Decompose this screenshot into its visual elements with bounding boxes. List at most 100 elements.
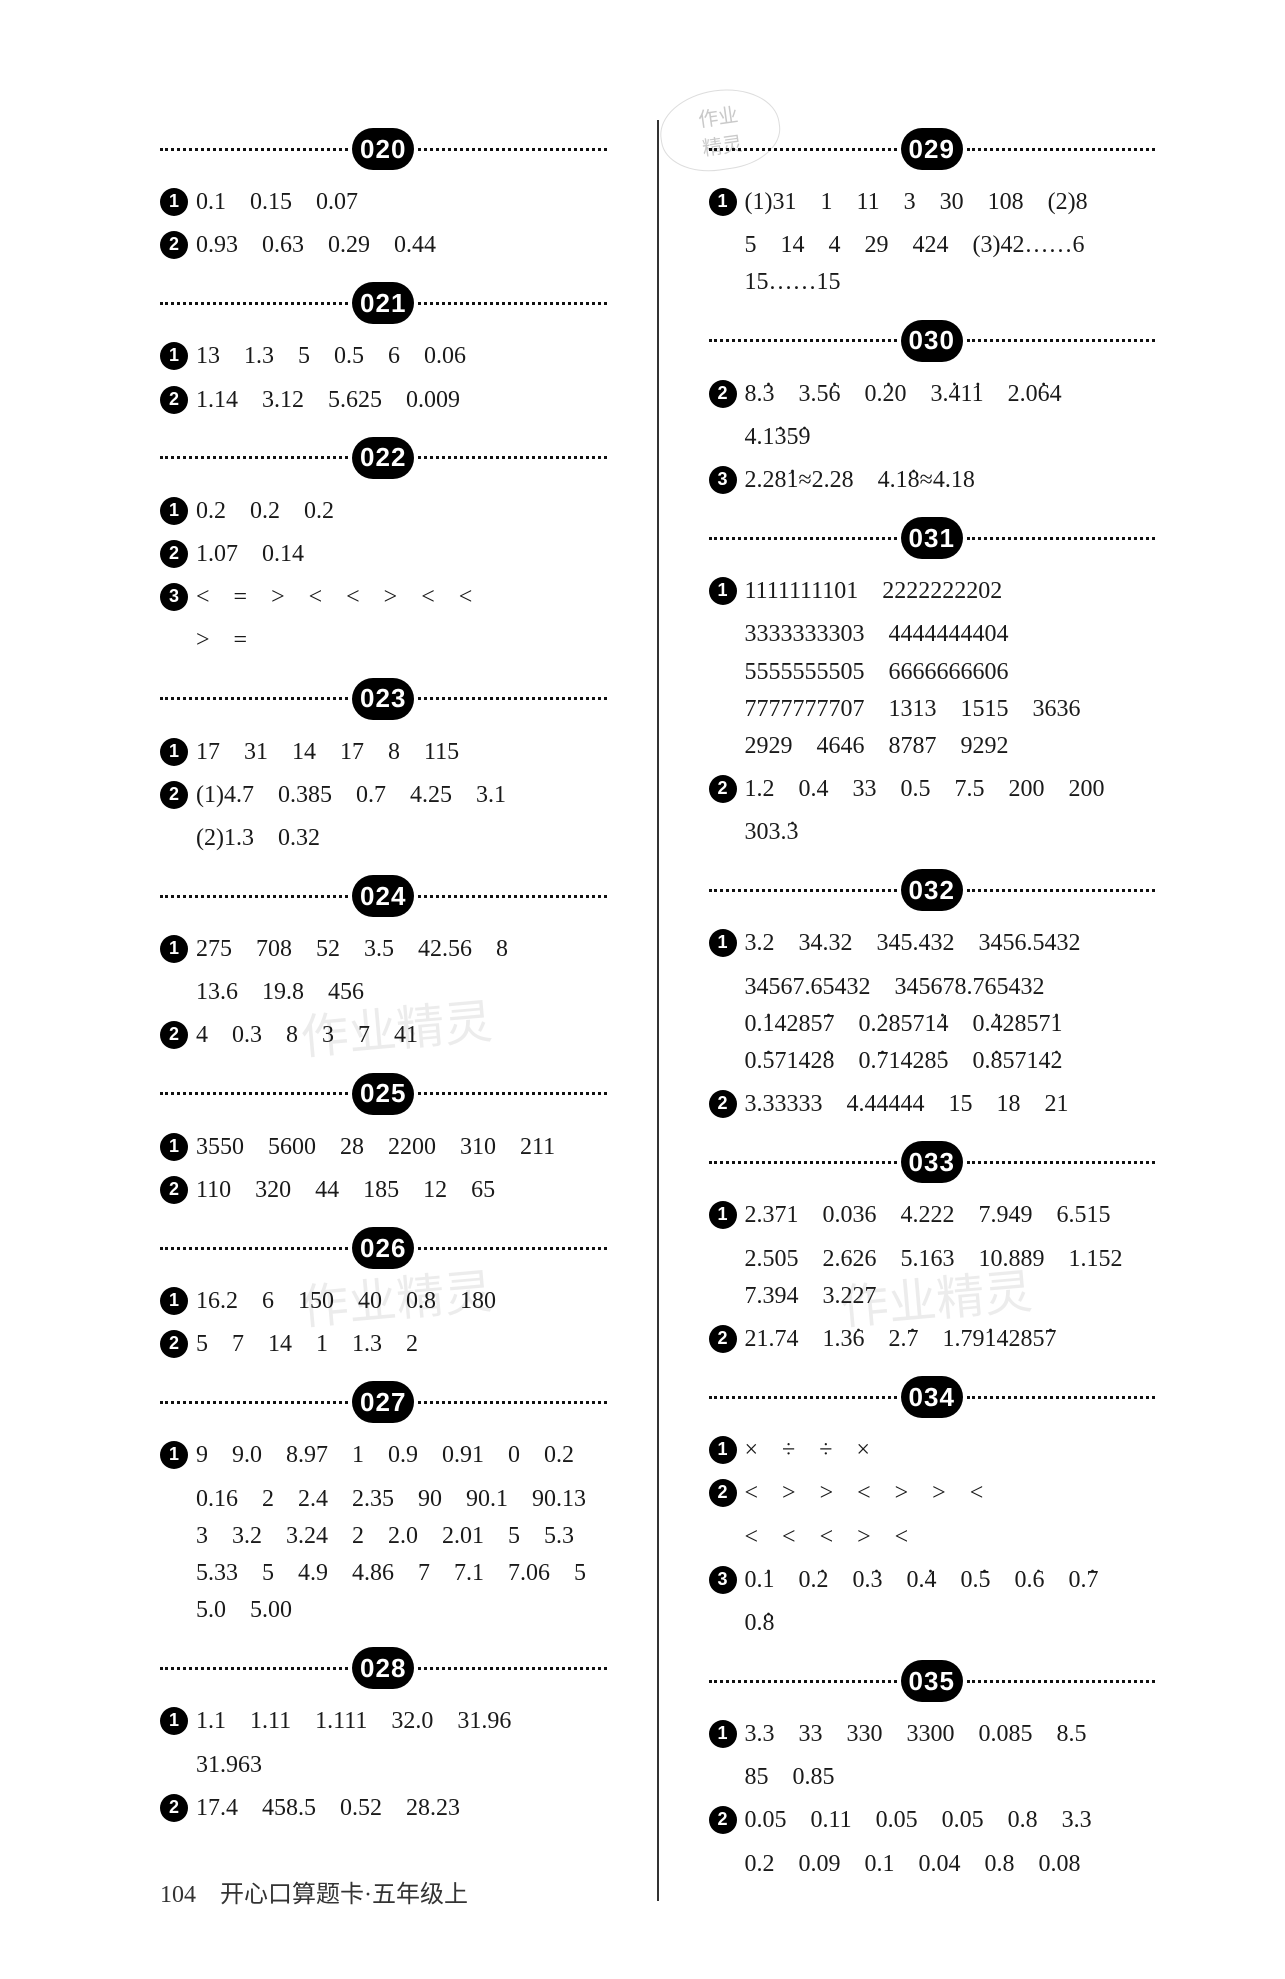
item-number-icon: 2 — [709, 1479, 737, 1507]
item-number-icon: 1 — [160, 935, 188, 963]
item-number-icon: 2 — [160, 231, 188, 259]
answer-text: 1111111101 2222222202 — [745, 573, 1156, 610]
answer-text: 5.0 5.00 — [160, 1592, 607, 1629]
answer-text: 7.394 3.227 — [709, 1278, 1156, 1315]
answer-text: 7777777707 1313 1515 3636 — [709, 691, 1156, 728]
section-022: 022 10.2 0.2 0.2 21.07 0.14 3< = > < < >… — [160, 437, 607, 660]
answer-text: 1.14 3.12 5.625 0.009 — [196, 382, 607, 419]
item-number-icon: 3 — [709, 466, 737, 494]
section-badge: 022 — [352, 437, 414, 479]
item-number-icon: 2 — [160, 1176, 188, 1204]
item-number-icon: 2 — [160, 781, 188, 809]
book-title: 开心口算题卡·五年级上 — [220, 1882, 468, 1908]
section-badge: 025 — [352, 1073, 414, 1115]
answer-text: 13.6 19.8 456 — [160, 974, 607, 1011]
answer-text: 3.2 34.32 345.432 3456.5432 — [745, 925, 1156, 962]
answer-text: 1.07 0.14 — [196, 536, 607, 573]
page-columns: 020 10.1 0.15 0.07 20.93 0.63 0.29 0.44 … — [160, 120, 1155, 1901]
section-030: 030 2 8.3 3.56 0.20 3.411 2.064 4.1359 3… — [709, 320, 1156, 500]
item-number-icon: 1 — [160, 1287, 188, 1315]
section-026: 026 1 16.2 6 150 40 0.8 180 2 5 7 14 1 1.3… — [160, 1227, 607, 1363]
answer-text: 31.963 — [160, 1747, 607, 1784]
item-number-icon: 2 — [709, 1325, 737, 1353]
answer-text: 17.4 458.5 0.52 28.23 — [196, 1790, 607, 1827]
answer-text: (1)4.7 0.385 0.7 4.25 3.1 — [196, 777, 607, 814]
section-badge: 033 — [901, 1141, 963, 1183]
section-035: 035 13.3 33 330 3300 0.085 8.5 85 0.85 2… — [709, 1660, 1156, 1883]
item-number-icon: 1 — [709, 929, 737, 957]
section-badge: 032 — [901, 869, 963, 911]
item-number-icon: 2 — [709, 1090, 737, 1118]
answer-text: 13 1.3 5 0.5 6 0.06 — [196, 338, 607, 375]
answer-text: 3.33333 4.44444 15 18 21 — [745, 1086, 1156, 1123]
item-number-icon: 1 — [709, 1201, 737, 1229]
answer-text: (1)31 1 11 3 30 108 (2)8 — [745, 184, 1156, 221]
item-number-icon: 1 — [709, 1720, 737, 1748]
answer-text: 2929 4646 8787 9292 — [709, 728, 1156, 765]
section-025: 025 13550 5600 28 2200 310 211 2110 320 … — [160, 1073, 607, 1209]
answer-text: 0.571428 0.714285 0.857142 — [709, 1043, 1156, 1080]
answer-text: 2.371 0.036 4.222 7.949 6.515 — [745, 1197, 1156, 1234]
answer-text: 3333333303 4444444404 — [709, 616, 1156, 653]
answer-text: 2.281≈2.28 4.18≈4.18 — [745, 462, 1156, 499]
item-number-icon: 2 — [709, 380, 737, 408]
answer-text: 0.2 0.09 0.1 0.04 0.8 0.08 — [709, 1846, 1156, 1883]
item-number-icon: 2 — [160, 1794, 188, 1822]
answer-text: 17 31 14 17 8 115 — [196, 734, 607, 771]
page-footer: 104 开心口算题卡·五年级上 — [160, 1874, 468, 1909]
answer-text: 0.8 — [709, 1605, 1156, 1642]
answer-text: 4 0.3 8 3 7 41 — [196, 1017, 607, 1054]
item-number-icon: 3 — [160, 583, 188, 611]
item-number-icon: 1 — [160, 188, 188, 216]
answer-text: 0.93 0.63 0.29 0.44 — [196, 227, 607, 264]
section-029: 029 1(1)31 1 11 3 30 108 (2)8 5 14 4 29 … — [709, 128, 1156, 302]
answer-text: 16.2 6 150 40 0.8 180 — [196, 1283, 607, 1320]
answer-text: 0.1 0.2 0.3 0.4 0.5 0.6 0.7 — [745, 1562, 1156, 1599]
item-number-icon: 2 — [160, 540, 188, 568]
item-number-icon: 1 — [709, 1436, 737, 1464]
answer-text: < > > < > > < — [745, 1475, 1156, 1512]
column-divider — [657, 120, 659, 1901]
section-badge: 024 — [352, 875, 414, 917]
answer-text: (2)1.3 0.32 — [160, 820, 607, 857]
section-024: 024 1 275 708 52 3.5 42.56 8 13.6 19.8 45… — [160, 875, 607, 1055]
section-badge: 020 — [352, 128, 414, 170]
item-number-icon: 3 — [709, 1566, 737, 1594]
answer-text: 15……15 — [709, 264, 1156, 301]
answer-text: 8.3 3.56 0.20 3.411 2.064 — [745, 376, 1156, 413]
item-number-icon: 2 — [160, 386, 188, 414]
answer-text: 303.3 — [709, 814, 1156, 851]
item-number-icon: 2 — [709, 1806, 737, 1834]
answer-text: 5 7 14 1 1.3 2 — [196, 1326, 607, 1363]
section-badge: 027 — [352, 1381, 414, 1423]
section-badge: 026 — [352, 1227, 414, 1269]
answer-text: 5.33 5 4.9 4.86 7 7.1 7.06 5 — [160, 1555, 607, 1592]
answer-text: 3.3 33 330 3300 0.085 8.5 — [745, 1716, 1156, 1753]
answer-text: 275 708 52 3.5 42.56 8 — [196, 931, 607, 968]
item-number-icon: 1 — [160, 1441, 188, 1469]
answer-text: 1.2 0.4 33 0.5 7.5 200 200 — [745, 771, 1156, 808]
answer-text: 4.1359 — [709, 419, 1156, 456]
item-number-icon: 1 — [160, 738, 188, 766]
answer-text: × ÷ ÷ × — [745, 1432, 1156, 1469]
section-033: 033 1 2.371 0.036 4.222 7.949 6.515 2.505… — [709, 1141, 1156, 1358]
answer-text: 2.505 2.626 5.163 10.889 1.152 — [709, 1241, 1156, 1278]
answer-text: 3550 5600 28 2200 310 211 — [196, 1129, 607, 1166]
answer-text: 0.16 2 2.4 2.35 90 90.1 90.13 — [160, 1481, 607, 1518]
section-badge: 029 — [901, 128, 963, 170]
page-number: 104 — [160, 1882, 196, 1908]
item-number-icon: 2 — [160, 1021, 188, 1049]
item-number-icon: 1 — [160, 342, 188, 370]
item-number-icon: 2 — [160, 1330, 188, 1358]
item-number-icon: 2 — [709, 775, 737, 803]
left-column: 020 10.1 0.15 0.07 20.93 0.63 0.29 0.44 … — [160, 120, 607, 1901]
answer-text: 5 14 4 29 424 (3)42……6 — [709, 227, 1156, 264]
section-020: 020 1 0.1 0.15 0.07 2 0.93 0.63 0.29 0.44 — [160, 128, 607, 264]
section-badge: 028 — [352, 1647, 414, 1689]
section-028: 028 11.1 1.11 1.111 32.0 31.96 31.963 21… — [160, 1647, 607, 1827]
answer-text: 0.2 0.2 0.2 — [196, 493, 607, 530]
answer-text: > = — [160, 622, 607, 659]
answer-text: 0.1 0.15 0.07 — [196, 184, 607, 221]
section-badge: 023 — [352, 678, 414, 720]
answer-text: 5555555505 6666666606 — [709, 654, 1156, 691]
